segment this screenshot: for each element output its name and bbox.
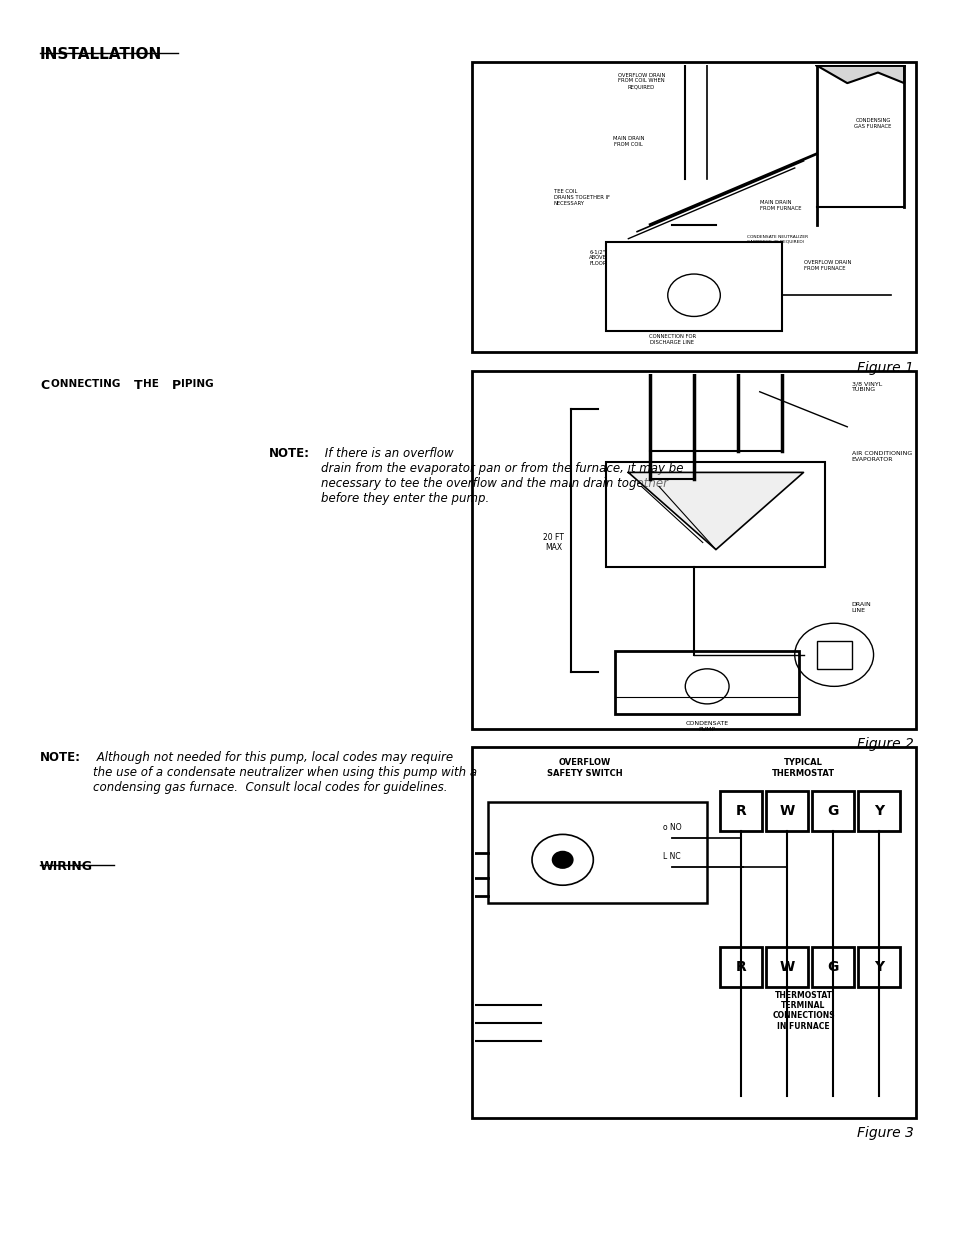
Bar [765,947,807,987]
Text: 3/8 VINYL
TUBING: 3/8 VINYL TUBING [851,382,881,391]
Text: TYPICAL
THERMOSTAT: TYPICAL THERMOSTAT [771,758,834,778]
Text: AIR CONDITIONING
EVAPORATOR: AIR CONDITIONING EVAPORATOR [851,451,911,462]
Text: Figure 2: Figure 2 [856,737,913,751]
Text: CONDENSATE
PUMP: CONDENSATE PUMP [685,721,728,732]
Text: R: R [735,804,745,818]
Text: W: W [779,804,794,818]
Text: TEE COIL
DRAINS TOGETHER IF
NECESSARY: TEE COIL DRAINS TOGETHER IF NECESSARY [554,189,609,206]
Text: NOTE:: NOTE: [40,751,81,764]
Text: Figure 1: Figure 1 [856,361,913,374]
Text: DRAIN
LINE: DRAIN LINE [851,603,870,613]
Bar [816,641,851,669]
Bar [720,947,761,987]
Text: CONNECTION FOR
DISCHARGE LINE: CONNECTION FOR DISCHARGE LINE [648,335,695,345]
Polygon shape [816,65,903,83]
Bar [811,947,853,987]
Bar [606,242,781,331]
Text: Y: Y [873,960,883,974]
Bar [472,747,915,1118]
Text: INSTALLATION: INSTALLATION [40,47,162,62]
Text: WIRING: WIRING [40,860,93,873]
Bar [858,790,899,831]
Bar [765,790,807,831]
Text: P: P [172,379,181,393]
Text: o NO: o NO [662,823,681,831]
Text: W: W [779,960,794,974]
Bar [858,947,899,987]
Text: NOTE:: NOTE: [269,447,310,461]
Text: R: R [735,960,745,974]
Text: MAIN DRAIN
FROM COIL: MAIN DRAIN FROM COIL [612,136,643,147]
Text: Y: Y [873,804,883,818]
Text: HE: HE [143,379,162,389]
Text: Figure 3: Figure 3 [856,1126,913,1140]
Bar [606,462,824,567]
Text: L NC: L NC [662,852,680,861]
Text: If there is an overflow
drain from the evaporator pan or from the furnace, it ma: If there is an overflow drain from the e… [321,447,683,505]
Text: G: G [826,960,838,974]
Bar [811,790,853,831]
Text: THERMOSTAT
TERMINAL
CONNECTIONS
IN FURNACE: THERMOSTAT TERMINAL CONNECTIONS IN FURNA… [771,990,834,1031]
Text: OVERFLOW DRAIN
FROM FURNACE: OVERFLOW DRAIN FROM FURNACE [802,259,850,270]
Circle shape [551,851,573,869]
Polygon shape [628,473,802,550]
Text: 6-1/2"
ABOVE
FLOOR: 6-1/2" ABOVE FLOOR [588,249,606,266]
Text: ONNECTING: ONNECTING [51,379,124,389]
Text: CONDENSING
GAS FURNACE: CONDENSING GAS FURNACE [853,119,890,130]
Bar [488,802,706,903]
Bar [720,790,761,831]
Text: OVERFLOW
SAFETY SWITCH: OVERFLOW SAFETY SWITCH [546,758,621,778]
Text: IPING: IPING [181,379,213,389]
Bar [472,62,915,352]
Text: T: T [133,379,142,393]
Text: G: G [826,804,838,818]
Text: OVERFLOW DRAIN
FROM COIL WHEN
REQUIRED: OVERFLOW DRAIN FROM COIL WHEN REQUIRED [618,73,664,89]
Bar [472,370,915,729]
Text: Although not needed for this pump, local codes may require
the use of a condensa: Although not needed for this pump, local… [92,751,476,794]
Text: C: C [40,379,50,393]
Text: 20 FT
MAX: 20 FT MAX [543,532,564,552]
Text: MAIN DRAIN
FROM FURNACE: MAIN DRAIN FROM FURNACE [759,200,801,211]
Text: CONDENSATE NEUTRALIZER
CARTRIDGE (IF REQUIRED): CONDENSATE NEUTRALIZER CARTRIDGE (IF REQ… [746,235,807,243]
Bar [615,651,799,714]
